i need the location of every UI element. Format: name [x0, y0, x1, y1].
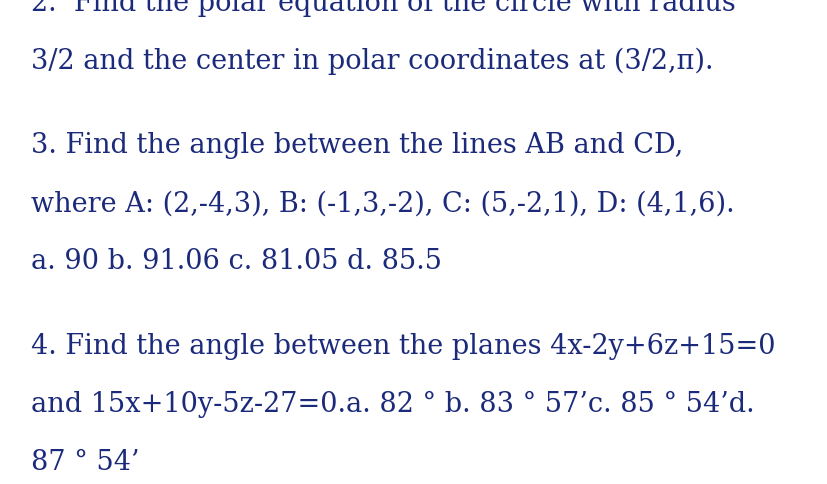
- Text: and 15x+10y-5z-27=0.a. 82 ° b. 83 ° 57’c. 85 ° 54’d.: and 15x+10y-5z-27=0.a. 82 ° b. 83 ° 57’c…: [31, 390, 754, 417]
- Text: where A: (2,-4,3), B: (-1,3,-2), C: (5,-2,1), D: (4,1,6).: where A: (2,-4,3), B: (-1,3,-2), C: (5,-…: [31, 190, 734, 217]
- Text: 3. Find the angle between the lines AB and CD,: 3. Find the angle between the lines AB a…: [31, 132, 683, 159]
- Text: 2.  Find the polar equation of the circle with radius: 2. Find the polar equation of the circle…: [31, 0, 735, 17]
- Text: 4. Find the angle between the planes 4x-2y+6z+15=0: 4. Find the angle between the planes 4x-…: [31, 332, 775, 359]
- Text: a. 90 b. 91.06 c. 81.05 d. 85.5: a. 90 b. 91.06 c. 81.05 d. 85.5: [31, 248, 442, 275]
- Text: 87 ° 54’: 87 ° 54’: [31, 448, 140, 475]
- Text: 3/2 and the center in polar coordinates at (3/2,π).: 3/2 and the center in polar coordinates …: [31, 48, 713, 75]
